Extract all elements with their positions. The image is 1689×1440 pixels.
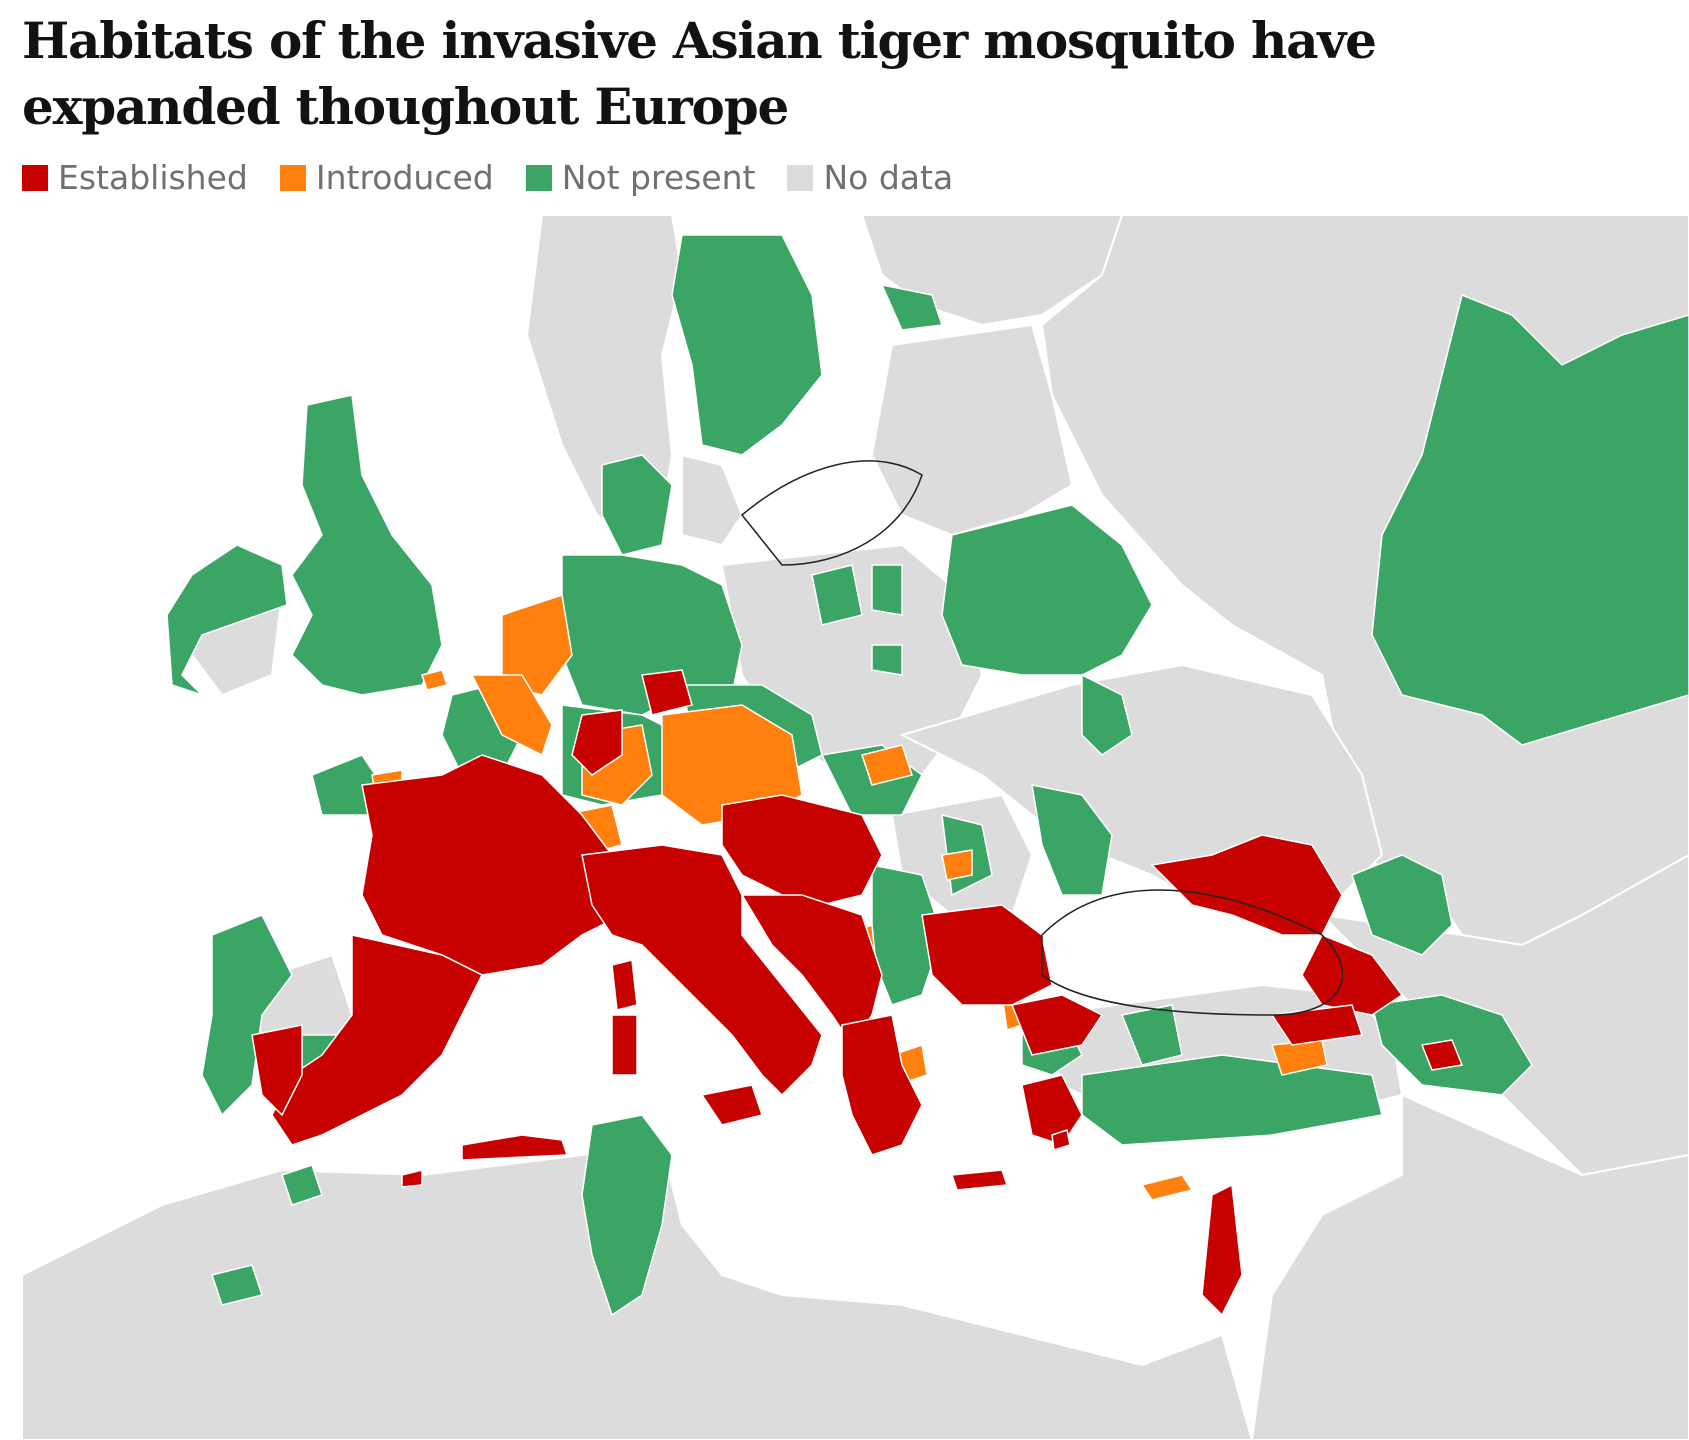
legend-label-no-data: No data <box>823 158 954 197</box>
legend-item-introduced: Introduced <box>279 158 494 197</box>
region-moldova <box>1031 784 1113 896</box>
region-germany-south-red <box>571 709 623 776</box>
legend-item-not-present: Not present <box>525 158 756 197</box>
region-portugal-spain-west <box>201 914 293 1117</box>
region-poland-spots <box>811 564 903 676</box>
legend-swatch-not-present <box>525 164 552 191</box>
legend-label-established: Established <box>58 158 248 197</box>
region-sweden-green <box>671 234 823 456</box>
region-turkey-central <box>1120 1004 1183 1066</box>
region-netherlands <box>501 594 573 696</box>
region-spain-east <box>271 934 484 1146</box>
region-israel-lebanon <box>1201 1183 1243 1317</box>
region-turkey-northwest <box>1010 994 1104 1056</box>
region-belarus <box>941 504 1153 676</box>
region-romania-orange <box>941 849 973 881</box>
region-italy <box>581 844 823 1097</box>
region-russia-south <box>1351 854 1453 956</box>
region-caucasus-red <box>1420 1039 1464 1071</box>
region-france <box>361 754 623 976</box>
region-belgium <box>470 674 553 757</box>
region-denmark <box>601 454 673 556</box>
region-turkey-aegean <box>1021 1074 1083 1146</box>
legend-swatch-introduced <box>279 164 306 191</box>
region-slovakia <box>861 744 913 786</box>
legend-label-introduced: Introduced <box>315 158 494 197</box>
region-baltics <box>870 323 1074 537</box>
region-sicily <box>700 1084 763 1126</box>
region-middle-east <box>1250 1093 1689 1440</box>
region-austria-hungary <box>721 794 883 906</box>
region-black-sea-east <box>1301 934 1404 1016</box>
region-spain-west <box>251 1024 303 1117</box>
region-crete-islands <box>950 1129 1071 1191</box>
legend-item-established: Established <box>22 158 248 197</box>
region-finland-green <box>880 283 944 331</box>
region-ireland-green <box>166 544 288 696</box>
region-sweden-south <box>681 453 744 547</box>
region-sardinia-corsica <box>611 959 638 1076</box>
legend-item-no-data: No data <box>787 158 953 197</box>
region-crimea-russia <box>1150 834 1343 936</box>
region-ukraine-west <box>1081 673 1133 756</box>
region-tunisia <box>581 1114 673 1317</box>
coast-outlines <box>740 460 1344 1016</box>
legend: Established Introduced Not present No da… <box>22 158 985 197</box>
region-scotland-england <box>291 394 443 696</box>
region-greece <box>841 1014 923 1156</box>
region-turkey-south <box>1081 1054 1383 1146</box>
chart-title: Habitats of the invasive Asian tiger mos… <box>22 11 1377 136</box>
region-romania-bulgaria <box>921 904 1053 1006</box>
coast-baltic <box>740 460 923 566</box>
not-present-regions <box>166 234 1689 1317</box>
legend-label-not-present: Not present <box>561 158 756 197</box>
region-morocco-spots <box>211 1164 323 1306</box>
coast-black-sea <box>1041 889 1344 1016</box>
region-czech-red <box>641 669 693 716</box>
region-england-south <box>421 669 448 691</box>
region-north-africa-coast <box>401 1134 569 1188</box>
region-turkey-north <box>1270 1004 1363 1046</box>
region-cyprus <box>1140 1174 1194 1201</box>
region-russia-central <box>1371 293 1689 746</box>
established-regions <box>251 669 1464 1317</box>
map-svg <box>22 215 1689 1440</box>
legend-swatch-established <box>22 164 48 191</box>
legend-swatch-no-data <box>787 164 814 191</box>
europe-map <box>22 215 1689 1440</box>
